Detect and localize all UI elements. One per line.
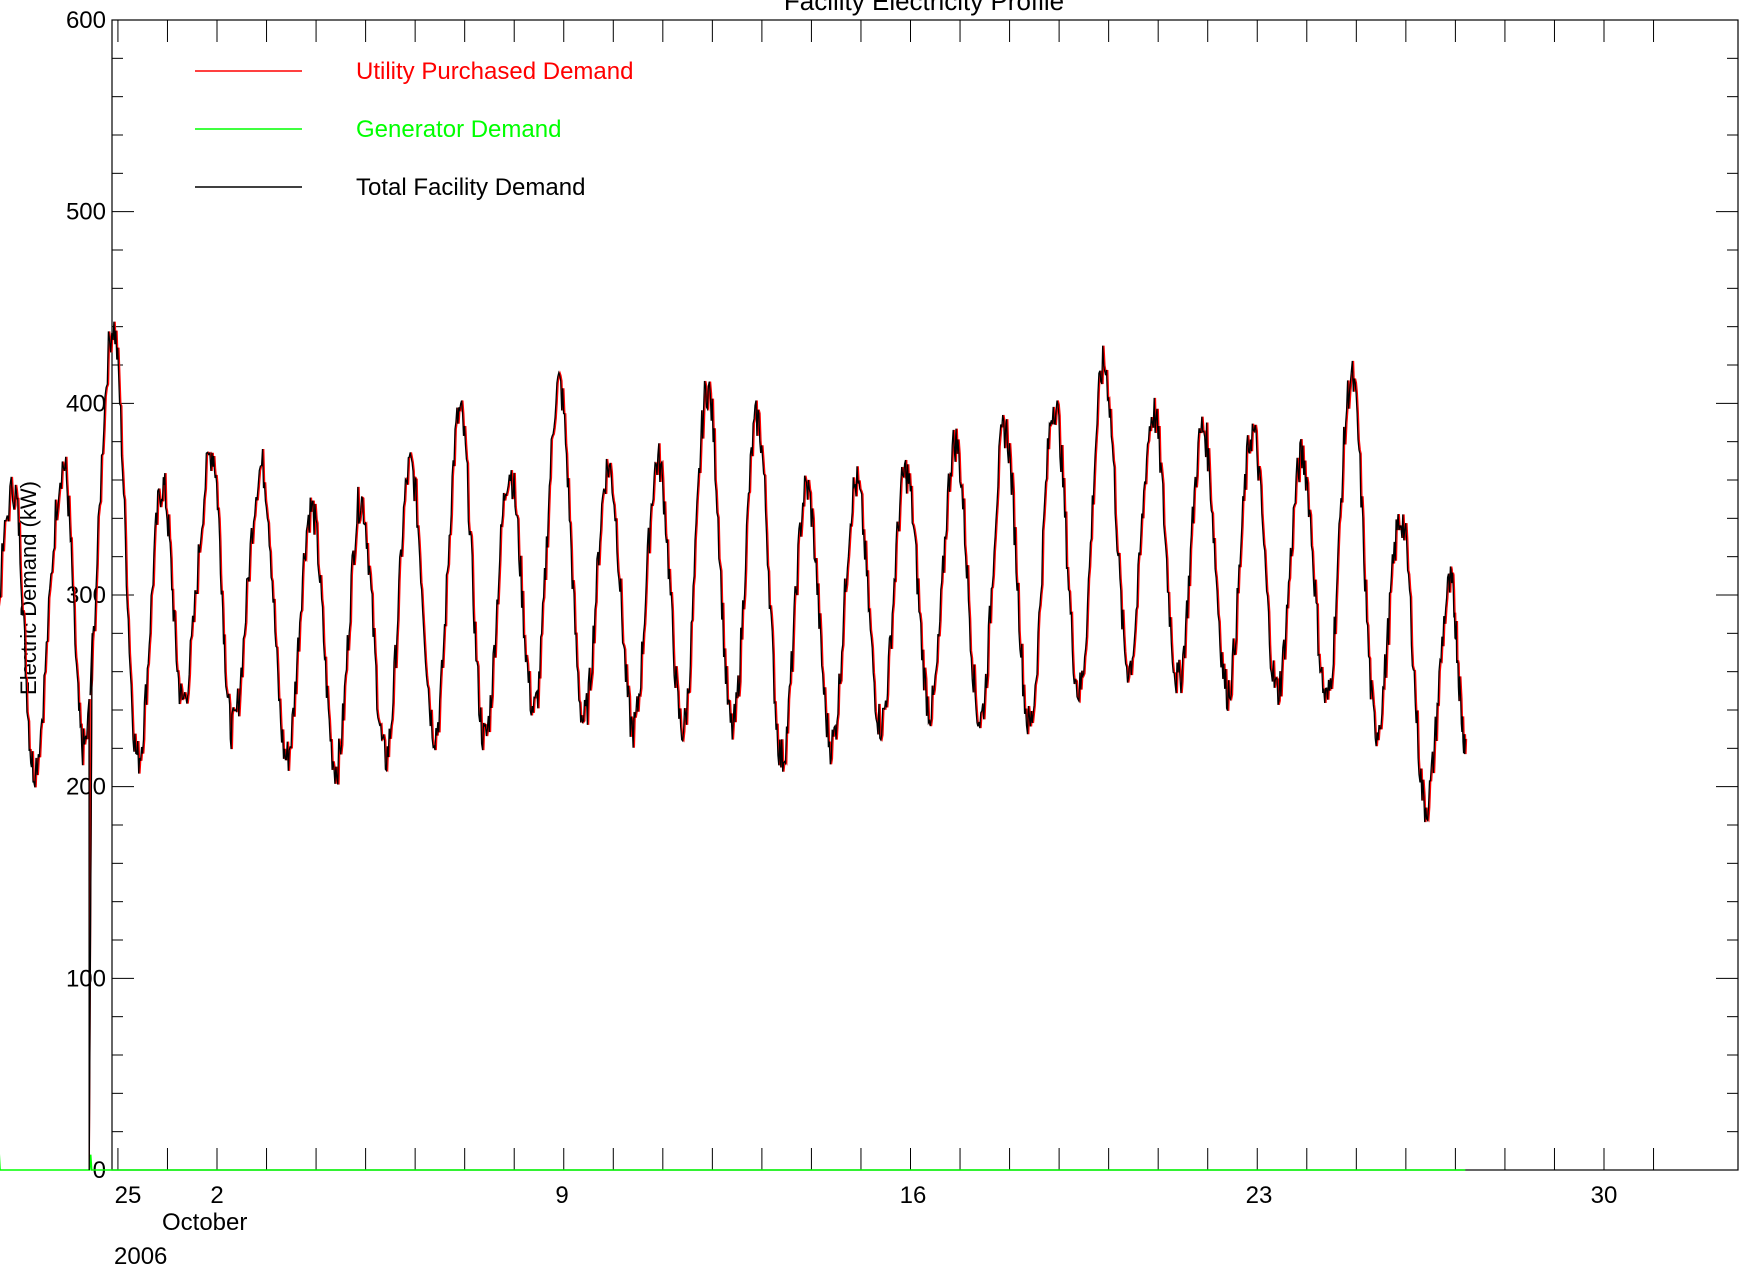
series-utility-purchased-demand [0,321,1468,1171]
x-tick-label: 25 [115,1182,142,1209]
x-tick-label: 9 [555,1182,568,1209]
legend: Utility Purchased Demand Generator Demand… [195,58,633,201]
chart-title: Facility Electricity Profile [784,0,1064,16]
x-tick-label: 23 [1246,1182,1273,1209]
x-tick-label: 2 [210,1182,223,1209]
legend-label: Generator Demand [356,116,561,143]
y-axis-label: Electric Demand (kW) [16,481,41,695]
x-sublabel-year: 2006 [114,1243,167,1270]
y-tick-label: 400 [66,390,106,417]
x-axis-ticks: 25 2 9 16 23 30 [115,20,1655,1209]
y-tick-label: 600 [66,7,106,34]
y-tick-label: 500 [66,199,106,226]
y-tick-label: 100 [66,965,106,992]
x-tick-label: 30 [1591,1182,1618,1209]
x-sublabel-month: October [162,1209,247,1236]
series-generator-demand [0,1153,1466,1171]
x-tick-label: 16 [900,1182,927,1209]
legend-label: Utility Purchased Demand [356,58,633,85]
legend-label: Total Facility Demand [356,174,585,201]
y-tick-label: 200 [66,774,106,801]
series-layer [0,321,1468,1171]
series-total-facility-demand [0,321,1466,1171]
